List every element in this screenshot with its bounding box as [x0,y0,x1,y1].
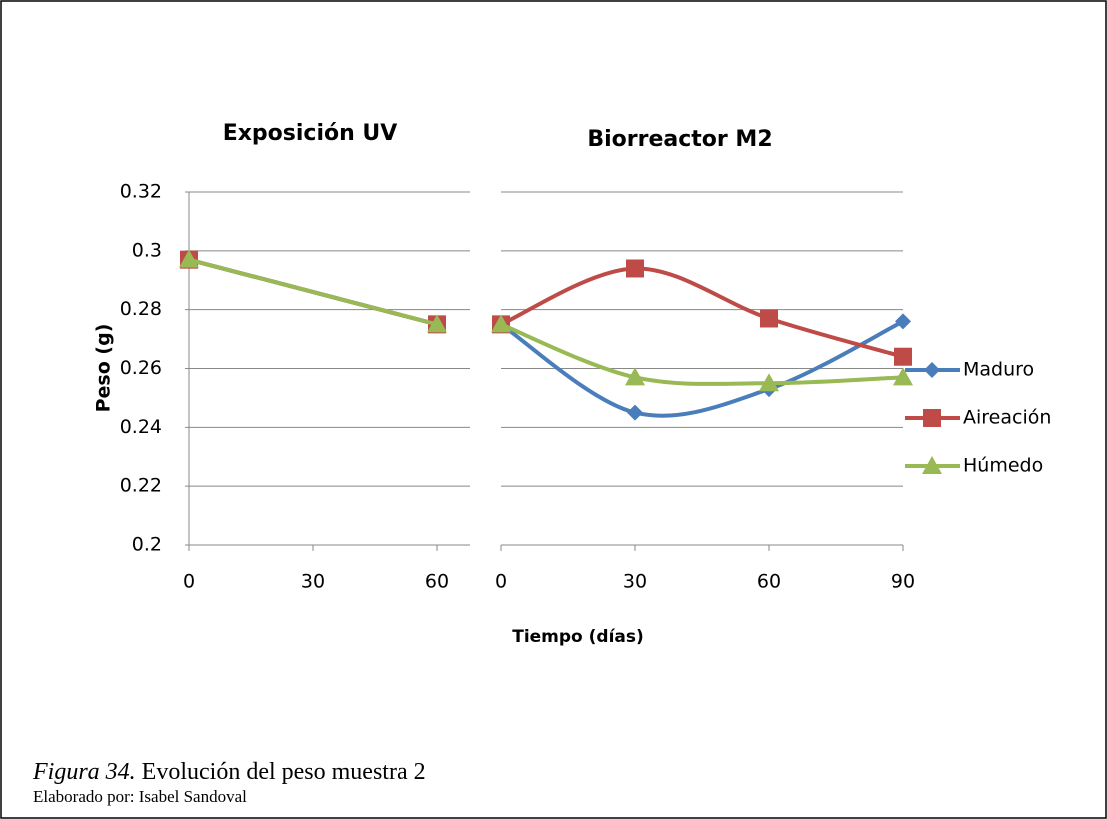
y-tick-label: 0.3 [132,239,162,261]
marker [427,314,447,333]
series-line [499,319,904,418]
legend-marker [922,456,942,474]
legend-label: Aireación [963,407,1051,429]
x-tick-label: 0 [495,571,507,593]
y-tick-label: 0.28 [120,298,162,320]
y-axis-label: Peso (g) [93,324,115,413]
x-tick-label: 60 [425,571,449,593]
marker [895,313,911,330]
marker [760,309,778,328]
caption-label: Figura 34. [32,759,136,785]
x-axis-label: Tiempo (días) [512,627,644,647]
marker [625,367,645,386]
series-line [188,257,438,327]
y-tick-label: 0.2 [132,534,162,556]
y-tick-label: 0.24 [120,416,162,438]
legend-label: Húmedo [963,455,1043,477]
x-tick-label: 60 [757,571,781,593]
caption: Figura 34. Evolución del peso muestra 2 [32,759,426,785]
chart-title: Biorreactor M2 [587,127,772,152]
caption-text: Evolución del peso muestra 2 [142,759,426,785]
marker [893,367,913,386]
x-tick-label: 0 [183,571,195,593]
marker [759,373,779,392]
marker [894,347,912,366]
chart-title: Exposición UV [223,121,398,146]
y-tick-label: 0.32 [120,181,162,203]
y-tick-label: 0.26 [120,357,162,379]
legend-marker [923,409,941,427]
legend-label: Maduro [963,359,1034,381]
y-tick-label: 0.22 [120,475,162,497]
legend-marker [924,362,940,378]
marker [626,259,644,278]
series-line [500,322,904,386]
marker [627,404,643,421]
series-line [500,266,904,359]
x-tick-label: 90 [891,571,915,593]
marker [491,314,511,333]
x-tick-label: 30 [623,571,647,593]
x-tick-label: 30 [301,571,325,593]
marker [179,249,199,268]
credit: Elaborado por: Isabel Sandoval [33,787,247,806]
